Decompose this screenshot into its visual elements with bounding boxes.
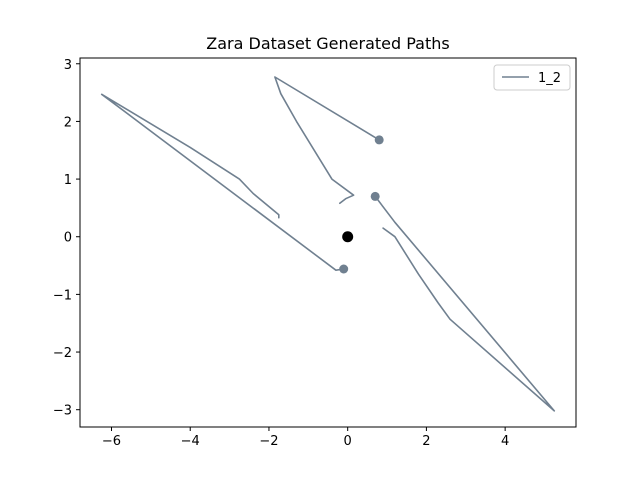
path-endpoint-2: [374, 135, 384, 145]
y-tick-label: 2: [64, 115, 72, 130]
x-axis: −6 −4 −2 0 2 4: [102, 427, 509, 449]
x-tick-label: 0: [344, 434, 352, 449]
series-path-3: [374, 195, 556, 412]
y-tick-label: −2: [53, 346, 72, 361]
y-tick-label: 0: [64, 231, 72, 246]
path-endpoint-3: [370, 191, 380, 201]
y-tick-label: 3: [64, 58, 72, 73]
x-tick-label: −2: [259, 434, 278, 449]
y-axis: −3 −2 −1 0 1 2 3: [53, 58, 80, 419]
series-path-2: [274, 76, 380, 205]
x-tick-label: −6: [102, 434, 121, 449]
origin-point: [342, 231, 354, 243]
x-tick-label: 4: [501, 434, 509, 449]
series-path-1: [100, 93, 345, 271]
chart-title: Zara Dataset Generated Paths: [206, 34, 449, 53]
path-endpoint-1: [339, 264, 349, 274]
legend-box: [493, 64, 571, 91]
plot-area: [100, 76, 556, 412]
y-tick-label: −3: [53, 404, 72, 419]
legend-entry-label: 1_2: [538, 71, 561, 86]
x-tick-label: 2: [422, 434, 430, 449]
x-tick-label: −4: [181, 434, 200, 449]
y-tick-label: −1: [53, 288, 72, 303]
legend: 1_2: [493, 64, 571, 91]
plot-frame: [79, 57, 577, 428]
y-tick-label: 1: [64, 173, 72, 188]
